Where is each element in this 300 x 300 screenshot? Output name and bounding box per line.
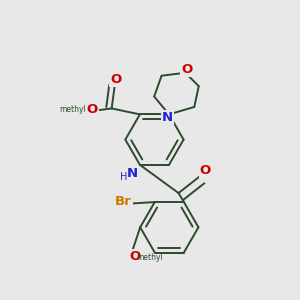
Text: H: H [120,172,127,182]
Text: Br: Br [115,195,132,208]
Text: methyl: methyl [60,105,86,114]
Text: O: O [181,63,193,76]
Text: N: N [162,111,173,124]
Text: O: O [200,164,211,177]
Text: O: O [110,73,122,86]
Text: O: O [87,103,98,116]
Text: O: O [130,250,141,262]
Text: N: N [127,167,138,180]
Text: methyl: methyl [136,253,164,262]
